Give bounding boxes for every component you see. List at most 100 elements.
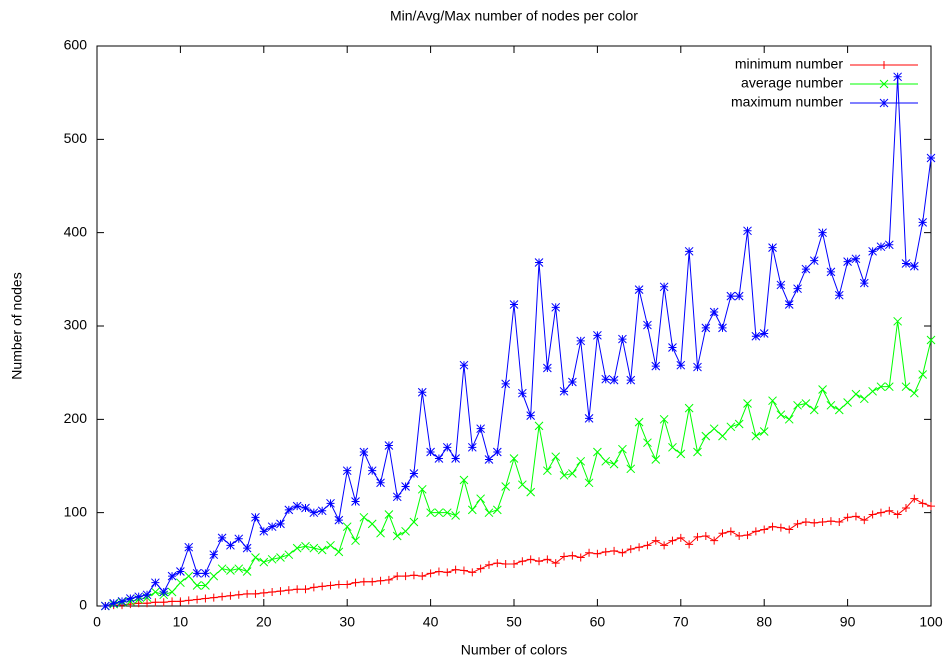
point-marker [342,522,352,532]
point-marker [509,300,519,309]
point-marker [518,557,527,566]
point-marker [784,300,794,309]
point-marker [467,442,477,452]
point-marker [734,291,744,301]
point-marker [526,555,535,564]
point-marker [384,441,394,450]
point-marker [676,360,686,370]
point-marker [660,541,669,550]
point-marker [510,560,518,568]
point-marker [726,422,736,432]
point-marker [684,403,694,413]
point-marker [851,512,860,521]
point-marker [901,259,911,268]
point-marker [784,414,794,424]
point-marker [776,523,785,532]
point-marker [259,557,269,567]
legend-marker [880,61,888,69]
point-marker [468,568,477,577]
point-marker [351,578,360,587]
point-marker [517,480,527,490]
point-marker [317,545,327,555]
point-marker [609,459,619,469]
point-marker [793,519,802,528]
point-marker [576,553,585,562]
point-marker [851,254,861,264]
point-marker [809,405,819,415]
point-marker [751,331,761,341]
point-marker [351,497,360,506]
point-marker [326,581,335,590]
point-marker [334,580,343,589]
point-marker [226,591,235,600]
point-marker [201,568,210,578]
point-marker [517,388,527,398]
point-marker [376,576,385,585]
point-marker [359,512,369,522]
point-marker [134,592,144,602]
point-marker [409,571,418,580]
point-marker [242,543,252,553]
y-tick-label: 200 [64,410,88,426]
point-marker [634,285,644,294]
point-marker [268,588,277,596]
point-marker [151,587,160,597]
point-marker [159,598,168,607]
point-marker [868,246,877,256]
x-tick-label: 60 [590,614,606,630]
point-marker [843,257,852,266]
point-marker [526,487,536,497]
x-tick-label: 70 [673,614,689,630]
point-marker [626,545,635,554]
point-marker [293,585,302,594]
series-line [105,76,932,607]
point-marker [467,505,477,515]
point-marker [426,508,435,518]
point-marker [234,564,244,574]
point-marker [184,596,193,605]
point-marker [668,442,677,452]
point-marker [618,334,627,344]
point-marker [242,567,252,576]
point-marker [409,469,419,478]
point-marker [926,153,936,163]
series-line [105,321,932,607]
point-marker [635,543,644,552]
point-marker [534,421,544,431]
point-marker [643,320,652,330]
point-marker [735,532,744,540]
point-marker [793,400,802,410]
point-marker [259,588,268,597]
point-marker [684,246,694,256]
point-marker [401,526,410,536]
point-marker [384,510,394,519]
point-marker [768,522,777,531]
point-marker [601,456,611,466]
point-marker [401,482,410,491]
point-marker [117,596,127,606]
point-marker [243,589,252,598]
point-marker [651,536,660,545]
point-marker [884,240,894,250]
point-marker [343,580,352,589]
point-marker [434,508,444,518]
x-tick-label: 40 [423,614,439,630]
point-marker [509,454,519,463]
point-marker [418,572,427,581]
point-marker [551,302,561,312]
point-marker [751,527,760,536]
point-marker [100,601,110,611]
point-marker [709,307,719,317]
point-marker [576,336,586,346]
point-marker [442,508,452,518]
point-marker [167,587,177,597]
point-marker [576,456,586,466]
point-marker [109,598,119,608]
point-marker [918,370,928,379]
point-marker [868,386,877,396]
point-marker [543,363,552,373]
y-tick-label: 400 [64,223,88,239]
point-marker [901,504,910,512]
point-marker [276,519,285,529]
point-marker [668,536,677,545]
